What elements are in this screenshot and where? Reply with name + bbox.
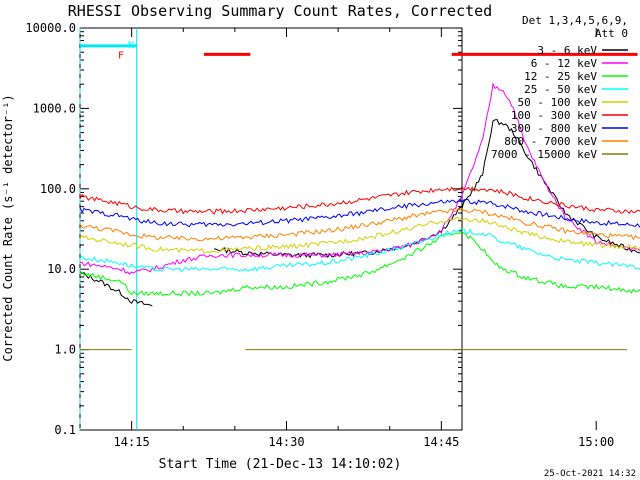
legend-header-line: Att 0: [595, 27, 628, 40]
series-line: [79, 198, 640, 228]
x-axis-label: Start Time (21-Dec-13 14:10:02): [159, 457, 402, 472]
series-3: [79, 230, 640, 297]
series-6: [79, 185, 640, 215]
legend-label: 25 - 50 keV: [524, 83, 597, 96]
y-tick-label: 100.0: [40, 182, 76, 196]
series-line: [79, 230, 640, 297]
series-line: [214, 118, 640, 259]
series-8: [79, 208, 640, 242]
y-tick-label: 0.1: [54, 423, 76, 437]
legend-label: 6 - 12 keV: [531, 57, 598, 70]
series-2: [80, 82, 640, 275]
series-5: [79, 216, 640, 254]
x-tick-label: 14:45: [423, 435, 459, 449]
legend-label: 50 - 100 keV: [518, 96, 598, 109]
series-9: [80, 349, 628, 351]
footer-date: 25-Oct-2021 14:32: [544, 469, 636, 479]
series-line: [80, 82, 640, 275]
legend-label: 100 - 300 keV: [511, 109, 597, 122]
y-tick-label: 10000.0: [25, 21, 76, 35]
legend-label: 7000 - 15000 keV: [491, 148, 597, 161]
legend-label: 300 - 800 keV: [511, 122, 597, 135]
series-line: [79, 185, 640, 215]
flag-letter-f: F: [118, 50, 124, 61]
legend-label: 3 - 6 keV: [537, 44, 597, 57]
legend-header-line: Det 1,3,4,5,6,9,: [522, 14, 628, 27]
x-tick-label: 14:15: [114, 435, 150, 449]
y-tick-label: 1.0: [54, 343, 76, 357]
chart-title: RHESSI Observing Summary Count Rates, Co…: [68, 2, 492, 20]
legend-label: 800 - 7000 keV: [504, 135, 597, 148]
flag-letter-n: N: [128, 40, 134, 51]
legend-label: 12 - 25 keV: [524, 70, 597, 83]
series-line: [79, 216, 640, 254]
series-line: [79, 271, 153, 307]
x-tick-label: 15:00: [578, 435, 614, 449]
x-tick-label: 14:30: [268, 435, 304, 449]
series-line: [79, 208, 640, 242]
series-1: [79, 118, 640, 307]
y-tick-label: 10.0: [47, 262, 76, 276]
y-tick-label: 1000.0: [33, 101, 76, 115]
series-4: [79, 228, 640, 273]
series-7: [79, 198, 640, 228]
y-axis-label: Corrected Count Rate (s⁻¹ detector⁻¹): [1, 94, 15, 361]
series-line: [79, 228, 640, 273]
